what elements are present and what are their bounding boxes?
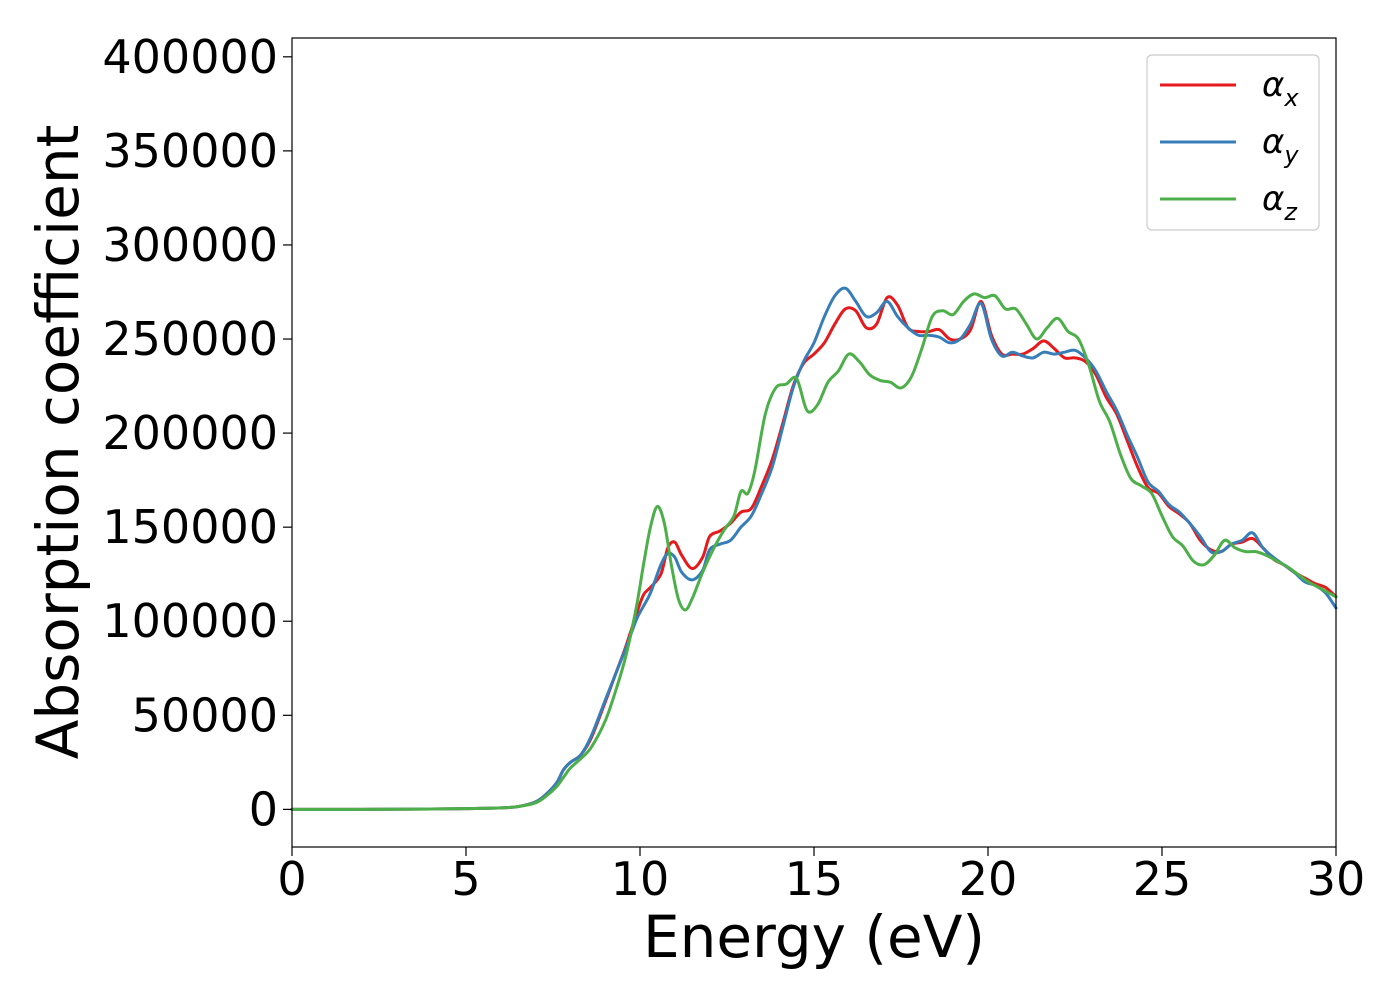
legend-label-x: αx (1262, 65, 1299, 112)
x-tick-label: 20 (959, 852, 1018, 906)
series-line-z (290, 292, 1338, 811)
x-tick-label: 0 (277, 852, 306, 906)
x-axis: 0 5 10 15 20 25 30 (277, 847, 1365, 906)
x-axis-title: Energy (eV) (643, 903, 985, 971)
y-axis-title: Absorption coefficient (24, 125, 92, 760)
x-tick-label: 5 (451, 852, 480, 906)
x-tick-label: 30 (1307, 852, 1366, 906)
y-axis: 0 50000 100000 150000 200000 250000 300000 3500… (102, 30, 292, 836)
legend: αx αy αz (1146, 54, 1320, 231)
y-tick-label: 50000 (132, 688, 278, 742)
series-line-y (290, 286, 1338, 811)
legend-label-z: αz (1262, 179, 1298, 226)
y-tick-label: 250000 (102, 312, 278, 366)
x-tick-label: 15 (785, 852, 844, 906)
y-tick-label: 150000 (102, 500, 278, 554)
series-layer (290, 286, 1338, 811)
y-tick-label: 300000 (102, 218, 278, 272)
y-tick-label: 400000 (102, 30, 278, 84)
x-tick-label: 25 (1133, 852, 1192, 906)
x-tick-label: 10 (611, 852, 670, 906)
y-tick-label: 100000 (102, 594, 278, 648)
y-tick-label: 350000 (102, 124, 278, 178)
y-tick-label: 0 (249, 782, 278, 836)
legend-label-y: αy (1262, 122, 1299, 169)
y-tick-label: 200000 (102, 406, 278, 460)
